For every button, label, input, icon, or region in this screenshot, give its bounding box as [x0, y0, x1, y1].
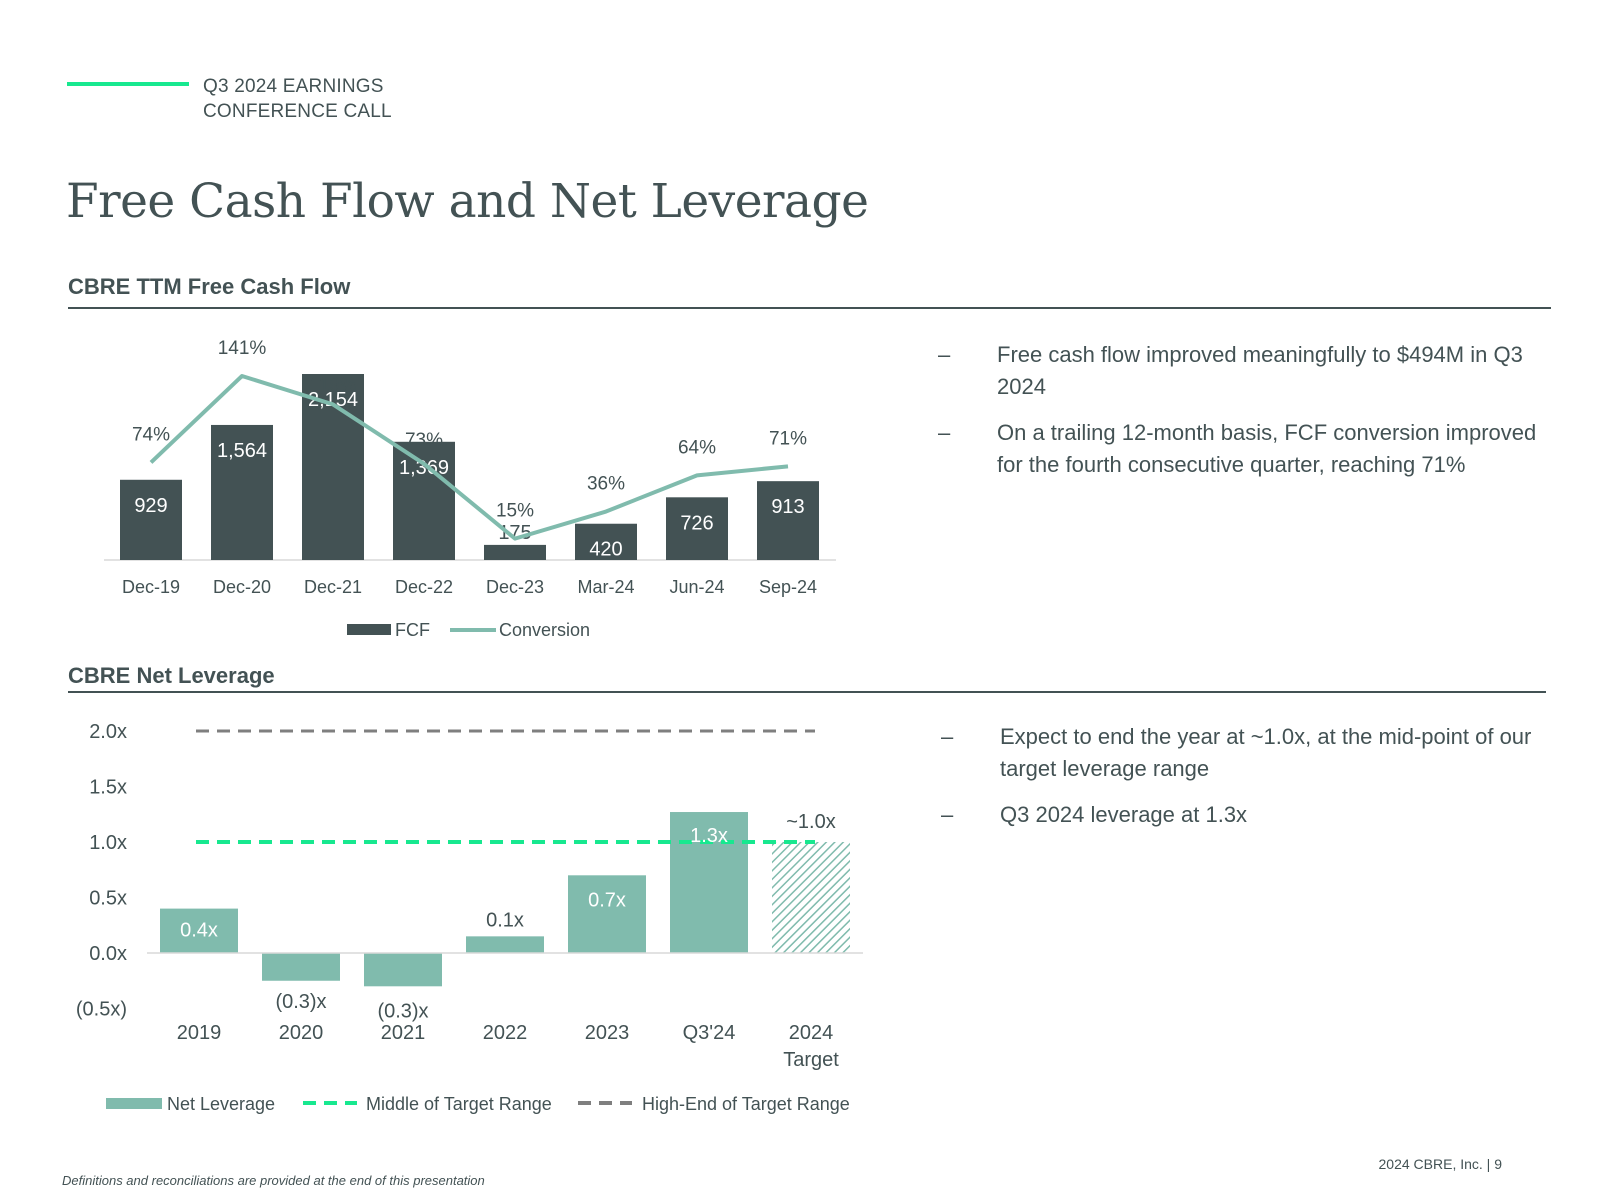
net-leverage-value-label: 0.7x — [588, 889, 626, 911]
header-line-1: Q3 2024 EARNINGS — [203, 76, 384, 97]
fcf-bar — [211, 424, 273, 560]
legend-high-target-label: High-End of Target Range — [642, 1094, 850, 1114]
bullet-dash: – — [941, 724, 954, 749]
accent-line — [67, 82, 189, 86]
net-leverage-bar — [466, 936, 544, 953]
bullet-dash: – — [941, 802, 954, 827]
fcf-bar — [575, 523, 637, 560]
fcf-bullet-1-text: Free cash flow improved meaningfully to … — [997, 342, 1523, 399]
bullet-dash: – — [938, 342, 951, 367]
leverage-section-title: CBRE Net Leverage — [68, 663, 275, 688]
fcf-bar-label: 175 — [498, 522, 531, 544]
net-leverage-value-label: ~1.0x — [786, 811, 835, 833]
legend-conversion-label: Conversion — [499, 620, 590, 640]
conversion-line — [149, 374, 789, 541]
y-tick-label: 1.0x — [89, 832, 127, 854]
leverage-category-label: 2021 — [381, 1022, 426, 1044]
header-label: Q3 2024 EARNINGS CONFERENCE CALL — [203, 74, 392, 124]
header-line-2: CONFERENCE CALL — [203, 101, 392, 122]
net-leverage-bar — [160, 908, 238, 953]
footnote: Definitions and reconciliations are prov… — [62, 1173, 485, 1188]
fcf-section-rule — [68, 307, 1551, 309]
fcf-chart: 929 Dec-19 1,564 Dec-20 2,154 Dec-21 1,369 Dec-… — [104, 338, 836, 640]
leverage-category-label: 2020 — [279, 1022, 324, 1044]
leverage-bullet-1-text: Expect to end the year at ~1.0x, at the … — [1000, 724, 1532, 781]
bullet-dash: – — [938, 420, 951, 445]
fcf-bar — [757, 481, 819, 560]
fcf-bar-label: 913 — [771, 496, 804, 518]
fcf-bar — [484, 544, 546, 560]
legend-net-leverage-label: Net Leverage — [167, 1094, 275, 1114]
net-leverage-value-label: 0.1x — [486, 909, 524, 931]
page-number: 2024 CBRE, Inc. | 9 — [1378, 1156, 1502, 1172]
leverage-category-label: Target — [783, 1049, 839, 1071]
net-leverage-value-label: (0.3)x — [275, 991, 326, 1013]
y-tick-label: 1.5x — [89, 777, 127, 799]
net-leverage-bar — [364, 953, 442, 987]
net-leverage-value-label: (0.3)x — [377, 1000, 428, 1022]
y-tick-label: (0.5x) — [76, 999, 127, 1021]
fcf-bar-label: 420 — [589, 539, 622, 561]
leverage-section-rule — [68, 691, 1546, 693]
leverage-category-label: 2019 — [177, 1022, 222, 1044]
y-tick-label: 2.0x — [89, 721, 127, 743]
target-bar — [772, 842, 850, 953]
fcf-section-title: CBRE TTM Free Cash Flow — [68, 274, 351, 299]
leverage-chart: 2.0x 1.5x 1.0x 0.5x 0.0x (0.5x) 0.4x (0.3)x (0.3… — [76, 721, 863, 1114]
legend-fcf-swatch — [347, 624, 391, 635]
y-tick-label: 0.5x — [89, 888, 127, 910]
fcf-category-label: Dec-21 — [304, 577, 362, 597]
fcf-bar — [666, 497, 728, 560]
conversion-label: 64% — [678, 437, 716, 458]
leverage-bullet-2-text: Q3 2024 leverage at 1.3x — [1000, 802, 1248, 827]
fcf-bullet-2-text: On a trailing 12-month basis, FCF conver… — [997, 420, 1537, 477]
fcf-bar-label: 1,564 — [217, 440, 267, 462]
conversion-label: 71% — [769, 428, 807, 449]
fcf-bar-label: 726 — [680, 512, 713, 534]
fcf-category-label: Dec-23 — [486, 577, 544, 597]
net-leverage-value-label: 0.4x — [180, 920, 218, 942]
conversion-label: 73% — [405, 430, 443, 451]
legend-fcf-label: FCF — [395, 620, 430, 640]
page-title: Free Cash Flow and Net Leverage — [66, 174, 869, 229]
fcf-category-label: Dec-19 — [122, 577, 180, 597]
conversion-label: 141% — [218, 338, 267, 359]
conversion-label: 119% — [309, 374, 356, 395]
legend-mid-target-label: Middle of Target Range — [366, 1094, 552, 1114]
legend-net-leverage-swatch — [106, 1098, 162, 1109]
leverage-category-label: 2024 — [789, 1022, 834, 1044]
fcf-category-label: Dec-22 — [395, 577, 453, 597]
fcf-bar-label: 2,154 — [308, 389, 358, 411]
leverage-category-label: Q3'24 — [683, 1022, 736, 1044]
y-tick-label: 0.0x — [89, 943, 127, 965]
net-leverage-bar — [568, 875, 646, 953]
fcf-category-label: Sep-24 — [759, 577, 817, 597]
fcf-bar — [120, 479, 182, 560]
leverage-category-label: 2023 — [585, 1022, 630, 1044]
net-leverage-bar — [262, 953, 340, 981]
net-leverage-bar — [670, 812, 748, 953]
conversion-label: 36% — [587, 474, 625, 495]
fcf-category-label: Dec-20 — [213, 577, 271, 597]
fcf-category-label: Jun-24 — [669, 577, 724, 597]
fcf-bar-label: 929 — [134, 495, 167, 517]
conversion-label: 74% — [132, 424, 170, 445]
conversion-label: 15% — [496, 501, 534, 522]
leverage-category-label: 2022 — [483, 1022, 528, 1044]
fcf-category-label: Mar-24 — [577, 577, 634, 597]
fcf-bar-label: 1,369 — [399, 457, 449, 479]
net-leverage-value-label: 1.3x — [690, 825, 728, 847]
